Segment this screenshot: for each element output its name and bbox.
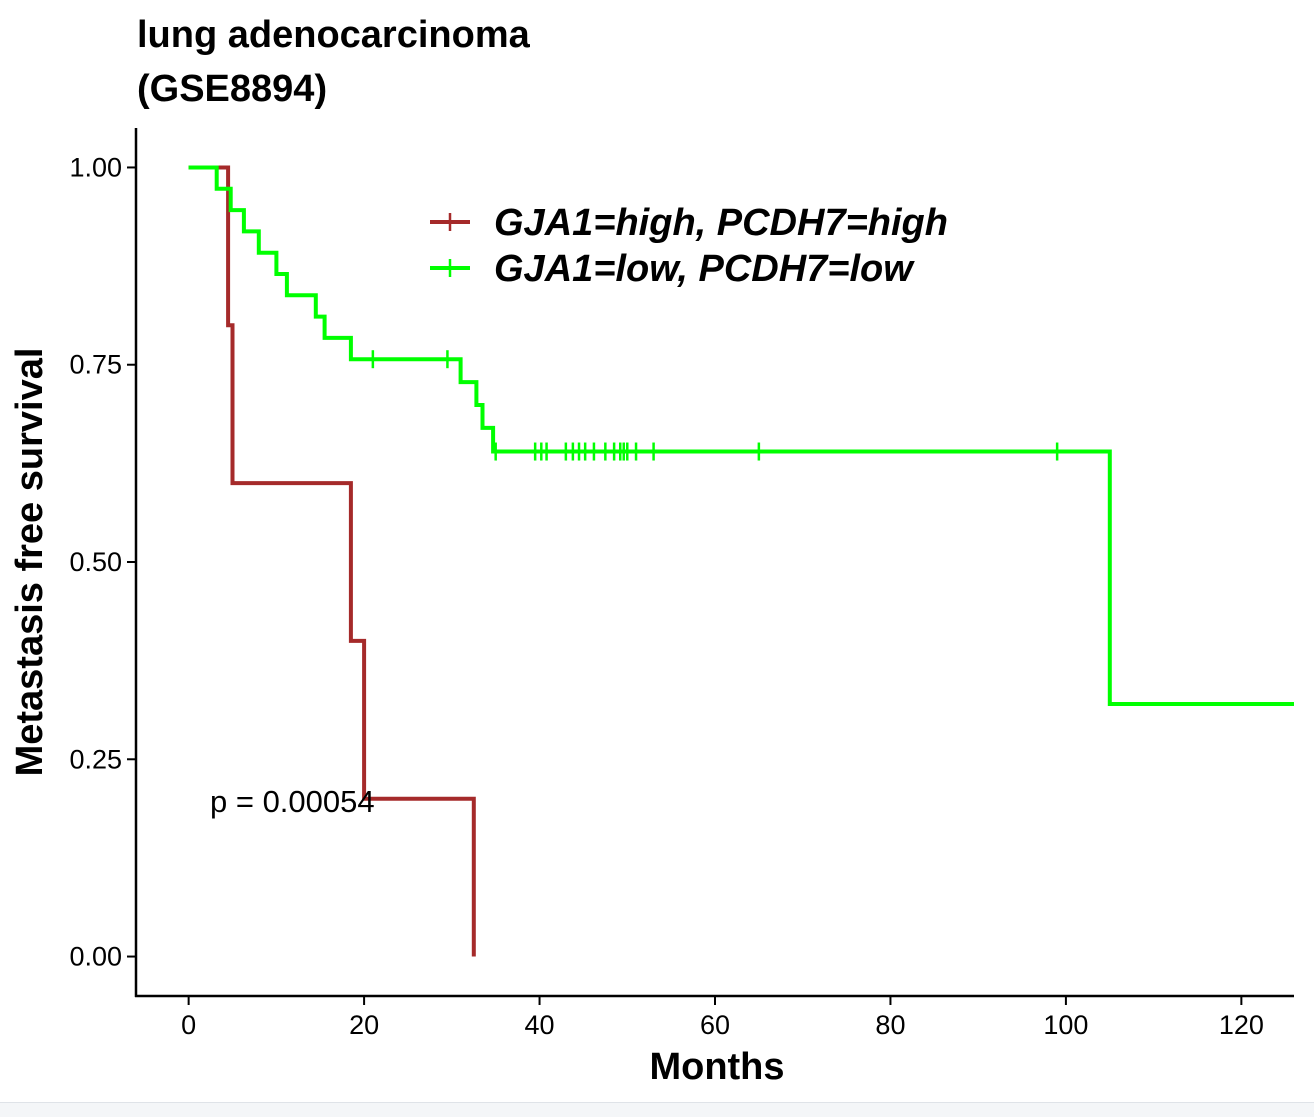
legend-label: GJA1=high, PCDH7=high — [494, 202, 948, 244]
survival-curve-1 — [188, 165, 476, 957]
y-tick-label: 0.50 — [69, 547, 122, 577]
chart-title-line-1: lung adenocarcinoma — [137, 14, 530, 56]
x-tick-label: 100 — [1043, 1010, 1088, 1040]
y-tick-label: 0.25 — [69, 744, 122, 774]
p-value-annotation: p = 0.00054 — [210, 784, 375, 819]
x-tick-label: 80 — [875, 1010, 905, 1040]
x-axis-title: Months — [649, 1046, 784, 1088]
chart-title-line-2: (GSE8894) — [137, 68, 328, 110]
series-1 — [188, 165, 476, 957]
y-tick-label: 1.00 — [69, 152, 122, 182]
series-2 — [188, 165, 1294, 706]
y-axis-title: Metastasis free survival — [9, 348, 51, 777]
y-tick-label: 0.75 — [69, 350, 122, 380]
x-tick-label: 20 — [349, 1010, 379, 1040]
x-tick-label: 40 — [525, 1010, 555, 1040]
survival-curve-2 — [188, 165, 1294, 706]
bottom-strip — [0, 1102, 1314, 1117]
y-tick-label: 0.00 — [69, 942, 122, 972]
x-tick-label: 120 — [1219, 1010, 1264, 1040]
legend-label: GJA1=low, PCDH7=low — [494, 248, 915, 290]
x-tick-label: 60 — [700, 1010, 730, 1040]
x-tick-label: 0 — [181, 1010, 196, 1040]
